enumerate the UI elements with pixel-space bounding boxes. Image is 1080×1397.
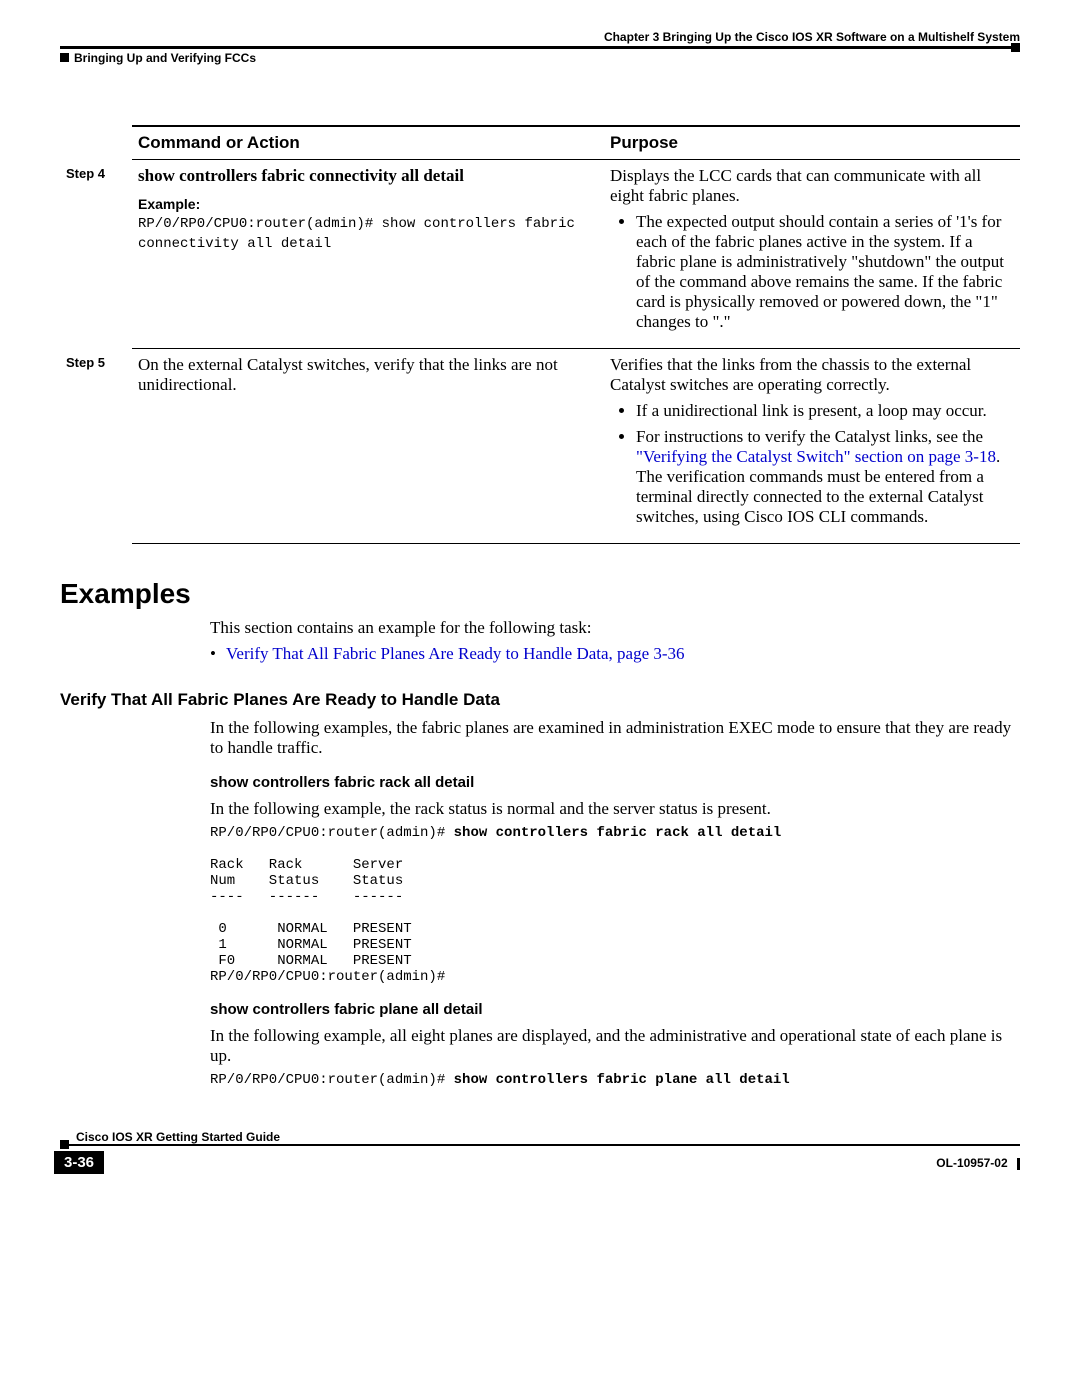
cmd-heading-2: show controllers fabric plane all detail <box>210 1001 1020 1018</box>
cmd-heading-1: show controllers fabric rack all detail <box>210 774 1020 791</box>
cmd-output-1: RP/0/RP0/CPU0:router(admin)# show contro… <box>210 825 1020 985</box>
cross-ref-link[interactable]: "Verifying the Catalyst Switch" section … <box>636 447 996 466</box>
example-label: Example: <box>138 196 598 212</box>
doc-id-bar-icon <box>1017 1158 1020 1170</box>
examples-link[interactable]: Verify That All Fabric Planes Are Ready … <box>226 644 1020 664</box>
purpose-bullet: If a unidirectional link is present, a l… <box>636 401 1014 421</box>
footer-square-icon <box>60 1140 69 1149</box>
bullet-text-pre: For instructions to verify the Catalyst … <box>636 427 983 446</box>
prompt: RP/0/RP0/CPU0:router(admin)# <box>210 825 454 841</box>
examples-heading: Examples <box>60 578 1020 610</box>
table-header-purpose: Purpose <box>604 126 1020 160</box>
example-code: RP/0/RP0/CPU0:router(admin)# show contro… <box>138 216 575 252</box>
purpose-lead: Verifies that the links from the chassis… <box>610 355 971 394</box>
sub-intro: In the following examples, the fabric pl… <box>210 718 1020 758</box>
command-table: Command or Action Purpose Step 4 show co… <box>60 125 1020 544</box>
section-square-icon <box>60 53 69 62</box>
purpose-lead: Displays the LCC cards that can communic… <box>610 166 981 205</box>
purpose-bullet: The expected output should contain a ser… <box>636 212 1014 332</box>
doc-id: OL-10957-02 <box>936 1156 1020 1170</box>
command-text: On the external Catalyst switches, verif… <box>138 355 558 394</box>
section-header: Bringing Up and Verifying FCCs <box>60 51 1020 65</box>
step-label: Step 5 <box>60 349 132 544</box>
footer-title: Cisco IOS XR Getting Started Guide <box>60 1130 1020 1144</box>
purpose-bullet: For instructions to verify the Catalyst … <box>636 427 1014 527</box>
cmd-bold: show controllers fabric rack all detail <box>454 825 782 841</box>
cmd-lead-2: In the following example, all eight plan… <box>210 1026 1020 1066</box>
page-number: 3-36 <box>54 1151 104 1174</box>
header-divider <box>60 46 1020 49</box>
command-bold: show controllers fabric connectivity all… <box>138 166 598 186</box>
table-row: Step 5 On the external Catalyst switches… <box>60 349 1020 544</box>
cmd-bold: show controllers fabric plane all detail <box>454 1072 790 1088</box>
output-text: Rack Rack Server Num Status Status ---- … <box>210 857 445 985</box>
sub-heading: Verify That All Fabric Planes Are Ready … <box>60 690 1020 710</box>
chapter-header: Chapter 3 Bringing Up the Cisco IOS XR S… <box>60 30 1020 44</box>
step-label: Step 4 <box>60 160 132 349</box>
footer: Cisco IOS XR Getting Started Guide 3-36 … <box>60 1130 1020 1170</box>
examples-intro: This section contains an example for the… <box>210 618 1020 638</box>
table-header-command: Command or Action <box>132 126 604 160</box>
doc-id-text: OL-10957-02 <box>936 1156 1007 1170</box>
prompt: RP/0/RP0/CPU0:router(admin)# <box>210 1072 454 1088</box>
cmd-output-2: RP/0/RP0/CPU0:router(admin)# show contro… <box>210 1072 1020 1088</box>
table-row: Step 4 show controllers fabric connectiv… <box>60 160 1020 349</box>
section-header-text: Bringing Up and Verifying FCCs <box>74 51 256 65</box>
cmd-lead-1: In the following example, the rack statu… <box>210 799 1020 819</box>
